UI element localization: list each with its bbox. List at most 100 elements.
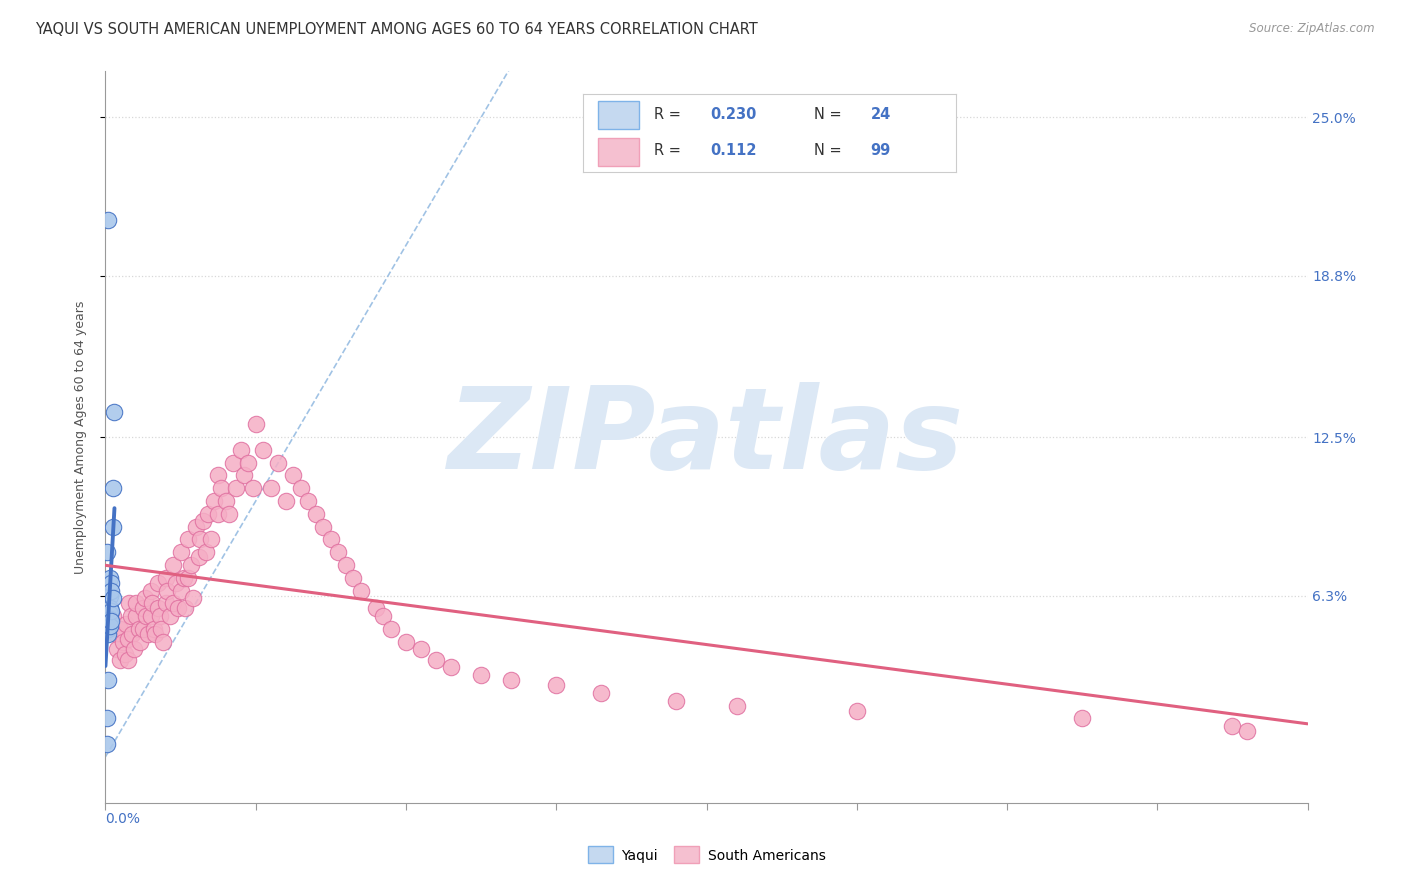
Point <box>290 481 312 495</box>
Point <box>141 596 163 610</box>
Point <box>97 616 120 631</box>
Text: 99: 99 <box>870 144 890 159</box>
Point <box>134 591 156 606</box>
Point <box>132 601 155 615</box>
Point <box>103 404 125 418</box>
Point <box>207 507 229 521</box>
Point <box>1236 724 1258 739</box>
Point <box>245 417 267 432</box>
Point <box>195 545 218 559</box>
Point <box>100 575 122 590</box>
Point <box>312 519 335 533</box>
Point <box>274 494 297 508</box>
Point <box>96 622 118 636</box>
Point <box>104 627 127 641</box>
Point <box>305 507 328 521</box>
Text: 24: 24 <box>870 107 890 122</box>
Point <box>101 609 124 624</box>
Point <box>117 632 139 647</box>
Text: ZIPatlas: ZIPatlas <box>449 382 965 492</box>
Point <box>214 494 236 508</box>
Point <box>440 660 463 674</box>
Point <box>97 609 120 624</box>
Point <box>139 583 162 598</box>
Point <box>188 533 211 547</box>
Point <box>165 575 187 590</box>
Point <box>156 583 179 598</box>
Point <box>218 507 240 521</box>
Text: 0.230: 0.230 <box>710 107 756 122</box>
Point <box>335 558 357 572</box>
Point <box>232 468 254 483</box>
Point <box>238 456 260 470</box>
Point <box>101 481 124 495</box>
Point <box>143 627 166 641</box>
Point <box>98 571 121 585</box>
Point <box>98 612 121 626</box>
Point <box>380 622 402 636</box>
Point <box>98 601 121 615</box>
Point <box>118 596 141 610</box>
Point <box>155 596 177 610</box>
Point <box>100 583 122 598</box>
Point <box>96 545 118 559</box>
Point <box>128 622 150 636</box>
Point <box>395 634 418 648</box>
Point <box>97 622 120 636</box>
Point <box>187 550 209 565</box>
Point <box>98 589 121 603</box>
Point <box>97 673 120 687</box>
Text: 0.0%: 0.0% <box>105 812 141 826</box>
Point <box>209 481 232 495</box>
Point <box>373 609 395 624</box>
Point <box>409 642 432 657</box>
Point <box>174 601 197 615</box>
Point <box>139 609 162 624</box>
Point <box>150 622 173 636</box>
Point <box>112 634 135 648</box>
Point <box>132 622 155 636</box>
Point <box>169 545 191 559</box>
Point <box>173 571 195 585</box>
Point <box>159 609 181 624</box>
Point <box>97 627 120 641</box>
Point <box>162 558 184 572</box>
Point <box>96 737 118 751</box>
Point <box>177 571 200 585</box>
Point <box>166 601 188 615</box>
Point <box>229 442 252 457</box>
Point <box>260 481 283 495</box>
Point <box>107 642 129 657</box>
Legend: Yaqui, South Americans: Yaqui, South Americans <box>582 841 831 869</box>
Point <box>177 533 200 547</box>
Point <box>110 652 132 666</box>
Point <box>124 609 146 624</box>
Point <box>546 678 568 692</box>
Point <box>665 693 688 707</box>
Point <box>142 622 165 636</box>
Point <box>121 627 143 641</box>
Text: R =: R = <box>654 144 690 159</box>
Text: Source: ZipAtlas.com: Source: ZipAtlas.com <box>1250 22 1375 36</box>
Text: 0.112: 0.112 <box>710 144 756 159</box>
Point <box>146 575 169 590</box>
Bar <box>599 137 640 166</box>
Point <box>191 515 214 529</box>
Point <box>350 583 373 598</box>
Text: R =: R = <box>654 107 686 122</box>
Point <box>501 673 523 687</box>
Y-axis label: Unemployment Among Ages 60 to 64 years: Unemployment Among Ages 60 to 64 years <box>75 301 87 574</box>
Point <box>114 648 136 662</box>
Text: N =: N = <box>814 144 846 159</box>
Point <box>1071 711 1094 725</box>
Point <box>283 468 305 483</box>
Bar <box>599 101 640 129</box>
Point <box>202 494 225 508</box>
Point <box>100 604 122 618</box>
Point <box>152 634 174 648</box>
Point <box>181 591 204 606</box>
Point <box>129 634 152 648</box>
Point <box>101 591 124 606</box>
Text: YAQUI VS SOUTH AMERICAN UNEMPLOYMENT AMONG AGES 60 TO 64 YEARS CORRELATION CHART: YAQUI VS SOUTH AMERICAN UNEMPLOYMENT AMO… <box>35 22 758 37</box>
Point <box>115 616 138 631</box>
